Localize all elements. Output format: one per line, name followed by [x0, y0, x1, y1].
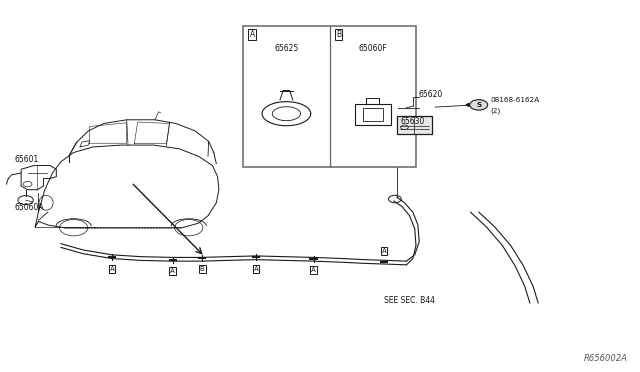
Text: A: A: [311, 267, 316, 273]
Bar: [362, 108, 383, 121]
Bar: [243, 26, 416, 167]
Bar: [397, 116, 432, 134]
Text: B: B: [200, 266, 205, 272]
Circle shape: [470, 100, 488, 110]
Bar: [355, 105, 390, 125]
Text: A: A: [253, 266, 259, 272]
Text: 65060F: 65060F: [358, 44, 387, 53]
Text: A: A: [109, 266, 115, 272]
Text: R656002A: R656002A: [583, 354, 627, 363]
Text: 65060A: 65060A: [14, 203, 44, 212]
Text: A: A: [381, 248, 387, 254]
Text: (2): (2): [490, 107, 500, 113]
Text: 65625: 65625: [275, 44, 298, 53]
Text: B: B: [336, 30, 341, 39]
Text: A: A: [250, 30, 255, 39]
Text: S: S: [476, 102, 481, 108]
Text: 08168-6162A: 08168-6162A: [490, 97, 540, 103]
Text: 65620: 65620: [419, 90, 443, 99]
Text: A: A: [170, 268, 175, 274]
Polygon shape: [466, 103, 469, 106]
Text: 65601: 65601: [14, 155, 38, 164]
Text: SEE SEC. B44: SEE SEC. B44: [384, 296, 435, 305]
Text: 65630: 65630: [401, 117, 425, 126]
